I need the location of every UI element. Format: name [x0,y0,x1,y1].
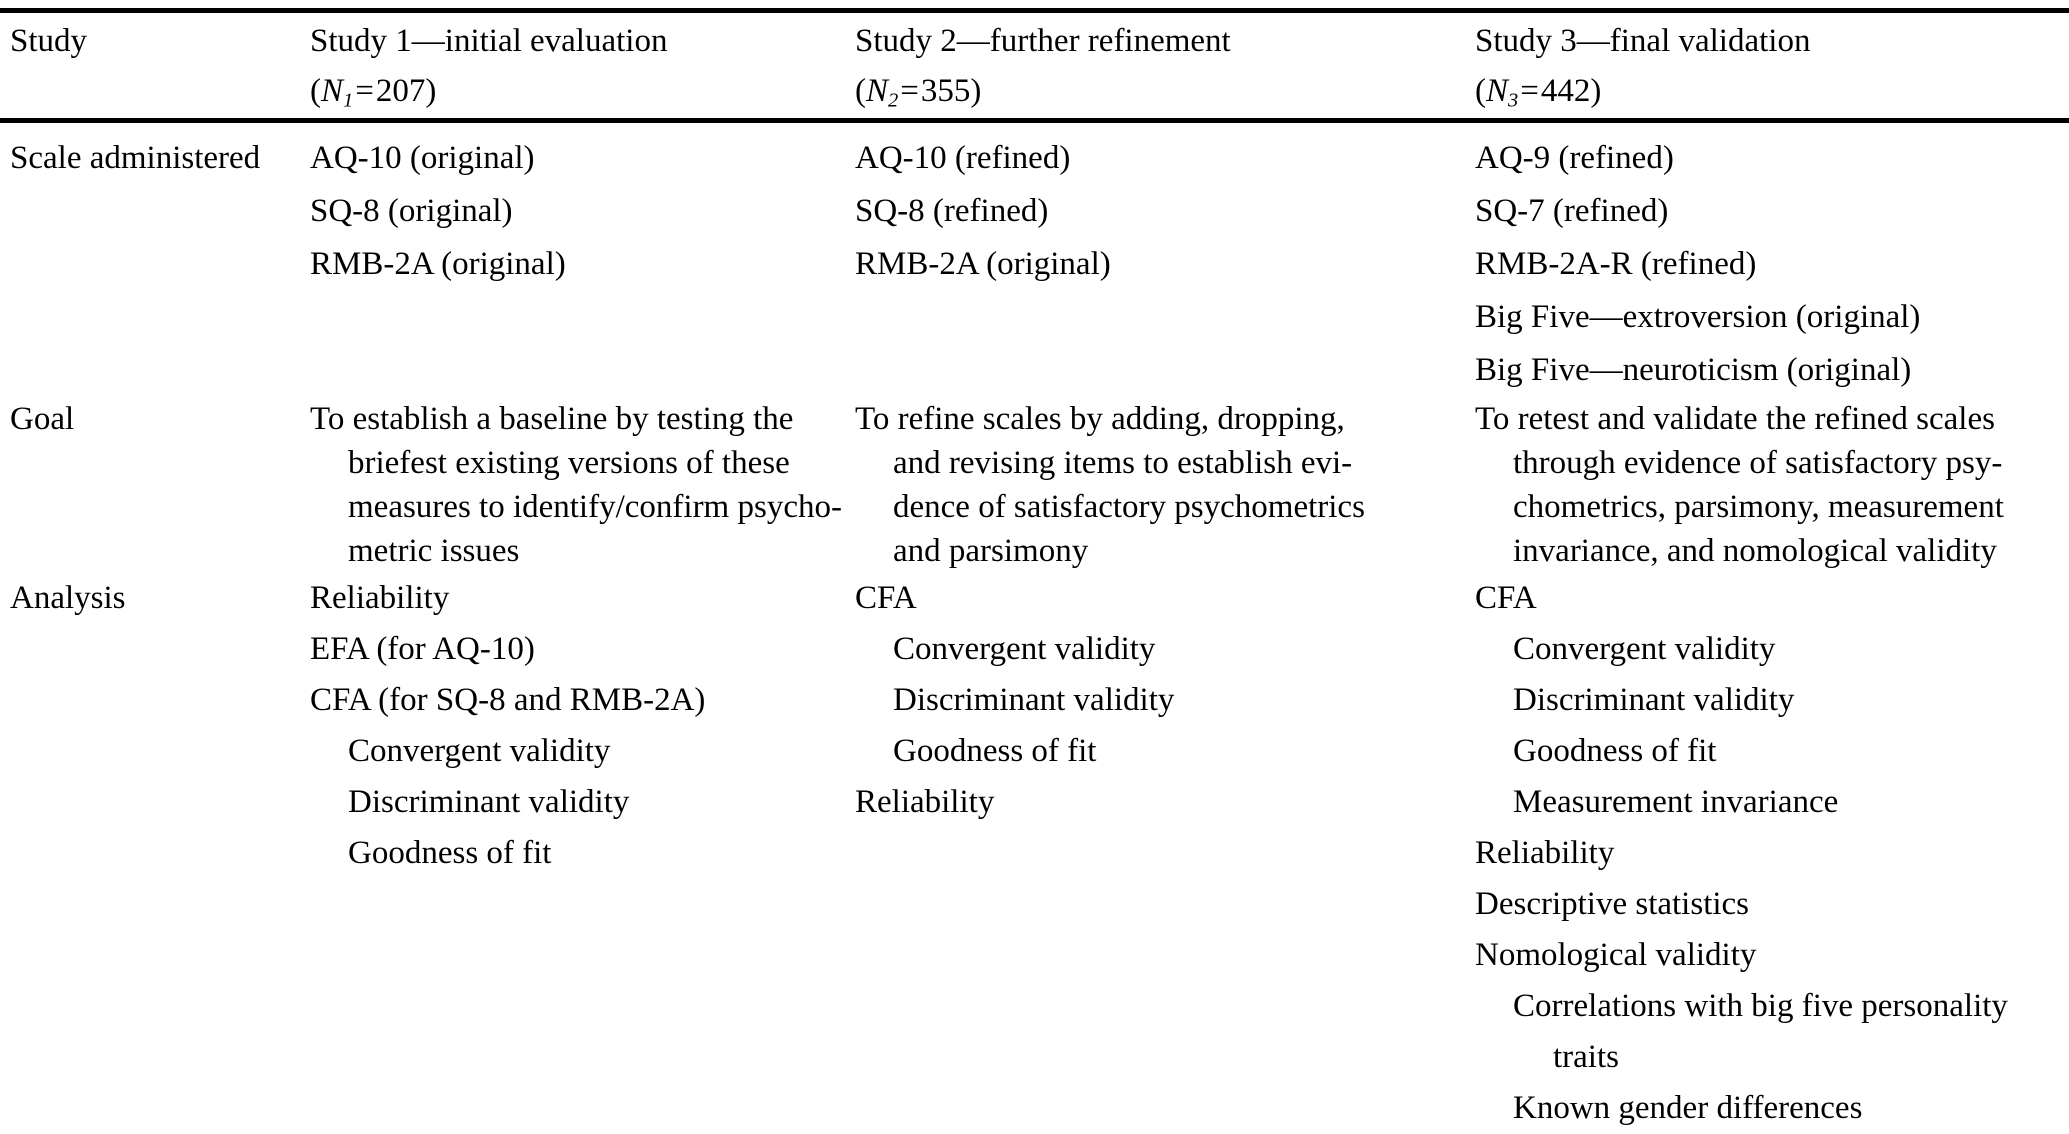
sample-size-open-paren: ( [1475,73,1486,109]
list-item: AQ-9 (refined) [1475,140,1674,176]
header-cell-study-1: Study 1—initial evaluation (N1=207) [310,16,855,116]
list-item: Known gender differences [1513,1090,1863,1126]
sample-size-value: 442 [1540,73,1591,109]
paragraph-line: and parsimony [893,533,1089,569]
list-item: AQ-10 (original) [310,140,535,176]
column-title: Study 3—final validation [1475,23,1811,59]
list-item: Convergent validity [348,733,611,769]
list-item: RMB-2A (original) [855,246,1111,282]
table-top-rule [0,8,2069,13]
sample-size-close-paren: ) [1590,73,1602,109]
sample-size-close-paren: ) [425,73,437,109]
list-item: SQ-8 (original) [310,193,513,229]
paragraph-line: through evidence of satisfactory psy- [1513,445,2003,481]
row-label-cell-scale-administered: Scale administered [10,132,310,185]
sample-size-subscript: 2 [888,89,899,112]
list-item: Convergent validity [893,631,1156,667]
column-sample-size: (N1=207) [310,66,855,116]
row-label: Goal [10,401,75,437]
list-item: RMB-2A (original) [310,246,566,282]
table-body: Scale administered AQ-10 (original) SQ-8 (… [0,132,2069,1134]
row-label-cell-analysis: Analysis [10,573,310,624]
header-label-study: Study [10,23,88,59]
paragraph-line: briefest existing versions of these [348,445,790,481]
list-item: Goodness of fit [893,733,1097,769]
table-header-rule [0,118,2069,123]
list-item: EFA (for AQ-10) [310,631,535,667]
list-item: Reliability [1475,835,1615,871]
sample-size-close-paren: ) [970,73,982,109]
list-item: RMB-2A-R (refined) [1475,246,1757,282]
table-row-analysis: Analysis Reliability EFA (for AQ-10) CFA (f… [0,573,2069,1134]
list-item: CFA [1475,580,1537,616]
paragraph-line: metric issues [348,533,520,569]
column-sample-size: (N3=442) [1475,66,2069,116]
cell-goal-study-2: To refine scales by adding, dropping, and… [855,397,1475,573]
list-item: CFA [855,580,917,616]
cell-scale-administered-study-1: AQ-10 (original) SQ-8 (original) RMB-2A (o… [310,132,855,291]
paragraph-line: invariance, and nomological validity [1513,533,1997,569]
list-item: Measurement invariance [1513,784,1839,820]
paragraph-line: chometrics, parsimony, measurement [1513,489,2004,525]
sample-size-equals: = [900,73,919,109]
cell-analysis-study-2: CFA Convergent validity Discriminant valid… [855,573,1475,828]
header-row: Study Study 1—initial evaluation (N1=207)… [0,16,2069,116]
sample-size-n-symbol: N [321,73,344,109]
sample-size-n-symbol: N [866,73,889,109]
cell-goal-study-1: To establish a baseline by testing the br… [310,397,855,573]
list-item: SQ-8 (refined) [855,193,1049,229]
paragraph-line: and revising items to establish evi- [893,445,1353,481]
list-item: AQ-10 (refined) [855,140,1071,176]
paragraph-line: To establish a baseline by testing the [310,401,794,437]
cell-scale-administered-study-2: AQ-10 (refined) SQ-8 (refined) RMB-2A (ori… [855,132,1475,291]
sample-size-subscript: 1 [343,89,354,112]
sample-size-subscript: 3 [1508,89,1519,112]
list-item: Convergent validity [1513,631,1776,667]
list-item: Big Five—neuroticism (original) [1475,352,1912,388]
list-item: SQ-7 (refined) [1475,193,1669,229]
cell-analysis-study-3: CFA Convergent validity Discriminant valid… [1475,573,2069,1134]
list-item: Big Five—extroversion (original) [1475,299,1921,335]
row-label-cell-goal: Goal [10,397,310,441]
column-sample-size: (N2=355) [855,66,1475,116]
list-item: Goodness of fit [1513,733,1717,769]
paragraph-line: To retest and validate the refined scale… [1475,401,1995,437]
list-item: Correlations with big five personality [1513,988,2008,1024]
sample-size-equals: = [355,73,374,109]
sample-size-open-paren: ( [855,73,866,109]
list-item: Descriptive statistics [1475,886,1750,922]
paragraph-line: measures to identify/confirm psycho- [348,489,842,525]
list-item: Discriminant validity [348,784,630,820]
header-cell-study-3: Study 3—final validation (N3=442) [1475,16,2069,116]
list-item: Discriminant validity [893,682,1175,718]
paragraph-line: dence of satisfactory psychometrics [893,489,1365,525]
header-cell-study: Study [10,16,310,66]
list-item: Discriminant validity [1513,682,1795,718]
list-item: Goodness of fit [348,835,552,871]
list-item: Reliability [855,784,995,820]
sample-size-value: 207 [375,73,426,109]
list-item: Nomological validity [1475,937,1757,973]
column-title: Study 1—initial evaluation [310,23,668,59]
cell-analysis-study-1: Reliability EFA (for AQ-10) CFA (for SQ-8 … [310,573,855,879]
table-row-scale-administered: Scale administered AQ-10 (original) SQ-8 (… [0,132,2069,397]
sample-size-value: 355 [920,73,971,109]
cell-scale-administered-study-3: AQ-9 (refined) SQ-7 (refined) RMB-2A-R (re… [1475,132,2069,397]
cell-goal-study-3: To retest and validate the refined scale… [1475,397,2069,573]
table-row-goal: Goal To establish a baseline by testing t… [0,397,2069,573]
sample-size-n-symbol: N [1486,73,1509,109]
sample-size-open-paren: ( [310,73,321,109]
row-label: Scale administered [10,140,261,176]
list-item: CFA (for SQ-8 and RMB-2A) [310,682,706,718]
list-item: Reliability [310,580,450,616]
list-item: traits [1553,1039,1619,1075]
sample-size-equals: = [1520,73,1539,109]
column-title: Study 2—further refinement [855,23,1231,59]
row-label: Analysis [10,580,126,616]
header-cell-study-2: Study 2—further refinement (N2=355) [855,16,1475,116]
paragraph-line: To refine scales by adding, dropping, [855,401,1345,437]
